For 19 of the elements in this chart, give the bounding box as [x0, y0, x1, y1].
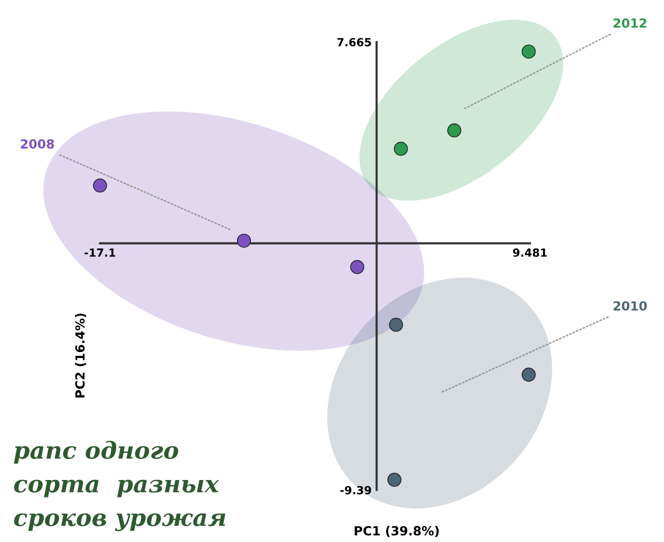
point: [447, 123, 462, 138]
point: [387, 472, 402, 487]
y-tick-label: -9.39: [340, 486, 372, 494]
y-axis-title: PC2 (16.4%): [75, 314, 86, 398]
x-axis-title: PC1 (39.8%): [354, 526, 439, 537]
point: [350, 260, 364, 274]
y-tick-label: 7.665: [337, 38, 371, 46]
text: 2010: [614, 301, 647, 311]
point: [394, 142, 408, 156]
annotation: рапс одного сорта разных сроков урожая: [14, 440, 226, 532]
point: [522, 44, 536, 59]
point: [92, 178, 108, 193]
text: 2008: [20, 139, 54, 149]
point: [522, 368, 536, 382]
text: 2012: [614, 18, 646, 28]
point: [236, 234, 251, 248]
x-tick-label: 9.481: [513, 248, 547, 257]
x-tick-label: -17.1: [84, 248, 116, 257]
point: [389, 318, 404, 332]
